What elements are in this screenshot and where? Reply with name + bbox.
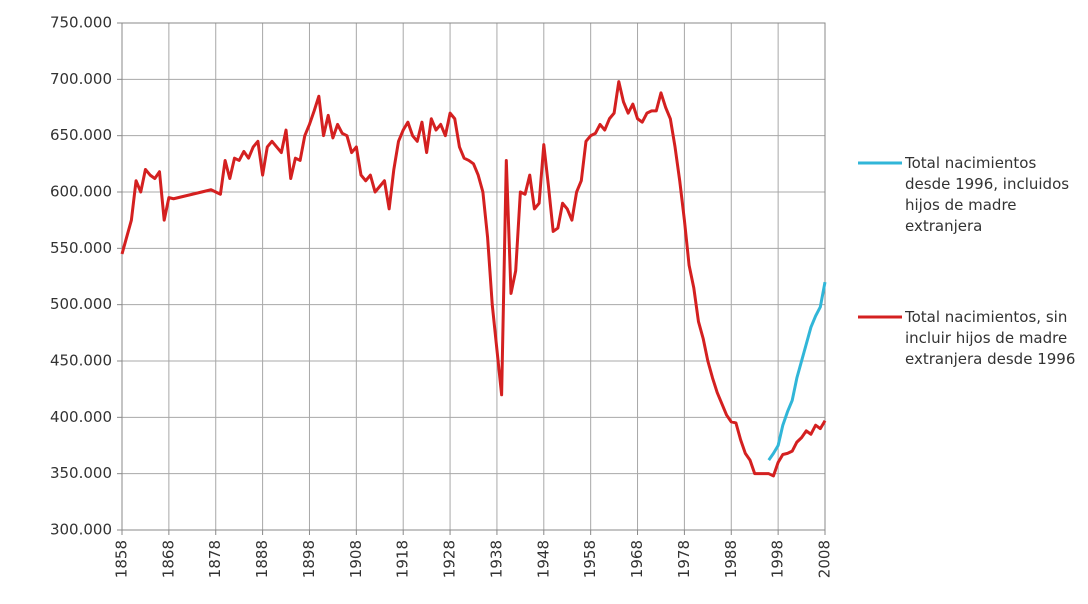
x-tick-label: 1858: [113, 540, 131, 578]
x-tick-label: 1998: [769, 540, 787, 578]
y-tick-label: 450.000: [50, 352, 112, 370]
x-tick-label: 1968: [628, 540, 646, 578]
series-line: [120, 80, 827, 478]
y-tick-label: 650.000: [50, 126, 112, 144]
x-tick-label: 1988: [722, 540, 740, 578]
plot-border: [121, 22, 826, 531]
x-tick-label: 1868: [159, 540, 177, 578]
x-tick-label: 1958: [581, 540, 599, 578]
x-tick-label: 1938: [487, 540, 505, 578]
y-tick-label: 350.000: [50, 464, 112, 482]
y-tick-label: 400.000: [50, 408, 112, 426]
legend-label: Total nacimientos desde 1996, incluidos …: [905, 154, 1070, 235]
legend-label: Total nacimientos, sin incluir hijos de …: [905, 308, 1076, 368]
y-tick-label: 300.000: [50, 521, 112, 539]
x-tick-label: 1978: [675, 540, 693, 578]
x-tick-label: 1878: [206, 540, 224, 578]
y-tick-label: 550.000: [50, 239, 112, 257]
x-tick-label: 1928: [441, 540, 459, 578]
x-tick-label: 1948: [534, 540, 552, 578]
x-tick-label: 1908: [347, 540, 365, 578]
x-tick-label: 2008: [816, 540, 834, 578]
x-tick-label: 1918: [394, 540, 412, 578]
y-tick-label: 500.000: [50, 295, 112, 313]
x-tick-label: 1898: [300, 540, 318, 578]
y-tick-label: 750.000: [50, 14, 112, 32]
series-line: [767, 281, 827, 462]
legend-entry: Total nacimientos, sin incluir hijos de …: [905, 308, 1076, 368]
legend-entry: Total nacimientos desde 1996, incluidos …: [905, 154, 1070, 235]
y-tick-label: 600.000: [50, 183, 112, 201]
x-tick-label: 1888: [253, 540, 271, 578]
y-tick-label: 700.000: [50, 70, 112, 88]
